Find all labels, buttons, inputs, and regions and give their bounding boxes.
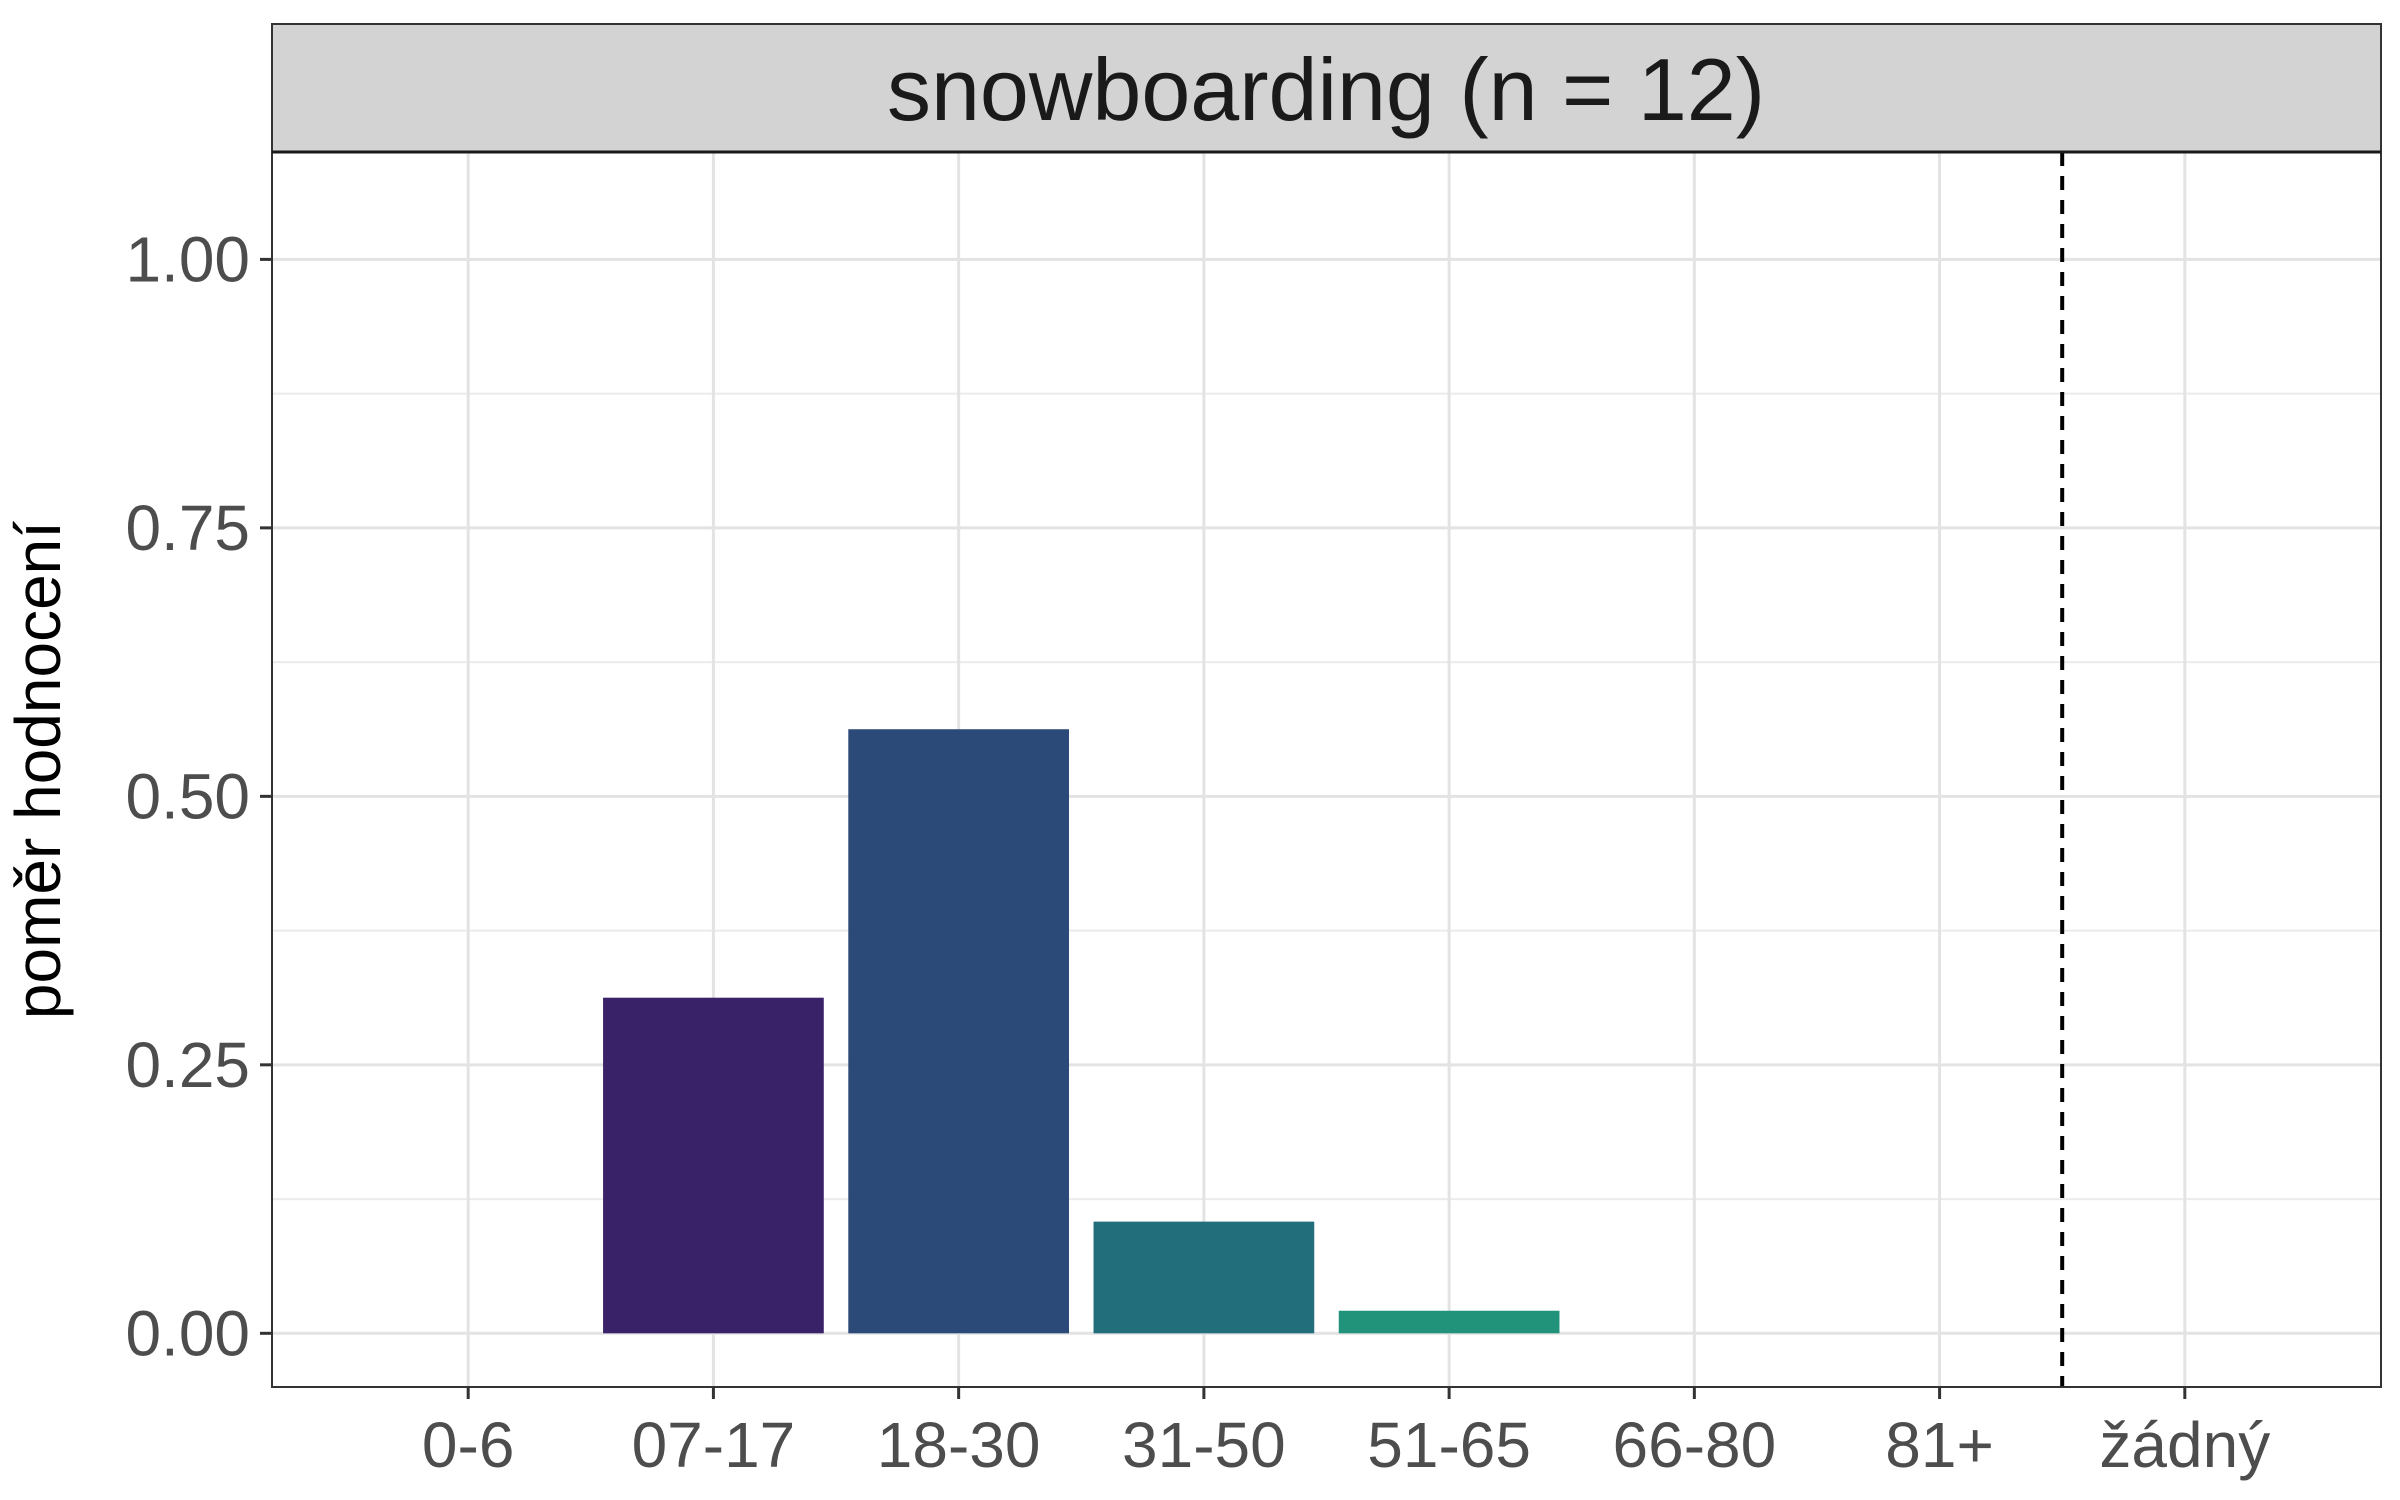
- x-tick-label: 18-30: [877, 1409, 1041, 1481]
- x-axis: 0-6 07-17 18-30 31-50 51-65 66-80 81+ žádný: [422, 1387, 2270, 1481]
- y-tick-label: 0.00: [125, 1297, 250, 1369]
- x-tick-label: 81+: [1885, 1409, 1994, 1481]
- y-tick-label: 0.25: [125, 1029, 250, 1101]
- x-tick-label: 07-17: [632, 1409, 796, 1481]
- x-tick-label: 51-65: [1367, 1409, 1531, 1481]
- facet-title: snowboarding (n = 12): [887, 40, 1765, 139]
- plot-panel-background: [272, 152, 2381, 1387]
- facet-strip: [271, 23, 2382, 153]
- bar-31-50: [1093, 1221, 1315, 1334]
- y-axis-title: poměr hodnocení: [2, 521, 74, 1019]
- x-tick-label: 31-50: [1122, 1409, 1286, 1481]
- y-tick-label: 0.75: [125, 492, 250, 564]
- y-tick-label: 0.50: [125, 760, 250, 832]
- x-tick-label: 66-80: [1613, 1409, 1777, 1481]
- x-tick-label: žádný: [2099, 1409, 2270, 1481]
- bar-layer: [603, 729, 1560, 1334]
- bar-51-65: [1338, 1310, 1560, 1334]
- bar-07-17: [603, 997, 824, 1334]
- x-tick-label: 0-6: [422, 1409, 515, 1481]
- bar-18-30: [848, 729, 1070, 1334]
- y-axis: 0.00 0.25 0.50 0.75 1.00: [125, 223, 272, 1369]
- y-tick-label: 1.00: [125, 223, 250, 295]
